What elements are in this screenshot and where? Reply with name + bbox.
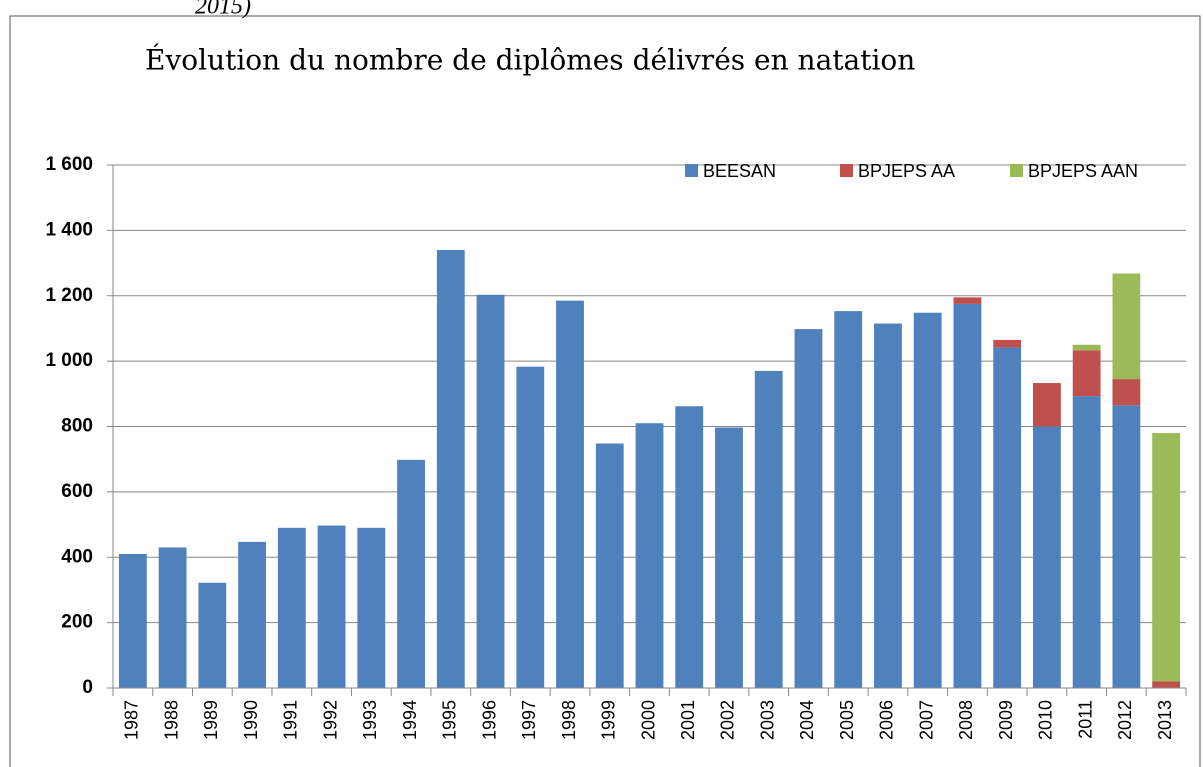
x-tick-label: 2002 <box>718 700 738 740</box>
y-tick-label: 200 <box>61 612 93 633</box>
bar-segment <box>754 370 783 688</box>
bar-segment <box>953 303 982 688</box>
frame <box>9 15 1201 767</box>
x-tick-label: 1992 <box>320 700 340 740</box>
legend-swatch <box>840 164 853 177</box>
x-tick-label: 2008 <box>956 700 976 740</box>
x-tick-label: 2005 <box>837 700 857 740</box>
bar-segment <box>357 527 386 688</box>
legend-swatch <box>685 164 698 177</box>
bar-segment <box>1032 383 1061 427</box>
y-tick-label: 600 <box>61 481 93 502</box>
x-tick-label: 1994 <box>400 700 420 740</box>
x-tick-label: 2012 <box>1115 700 1135 740</box>
y-tick-label: 1 400 <box>45 219 93 240</box>
bar-segment <box>476 294 505 688</box>
y-tick-label: 400 <box>61 546 93 567</box>
x-tick-label: 2000 <box>638 700 658 740</box>
bar-segment <box>675 406 704 688</box>
bar-segment <box>595 443 624 688</box>
bar-segment <box>556 300 584 688</box>
bar-segment <box>238 541 267 688</box>
x-tick-label: 1993 <box>360 700 380 740</box>
x-tick-label: 2013 <box>1155 700 1175 740</box>
bar-segment <box>794 329 823 688</box>
y-tick-label: 1 000 <box>45 350 93 371</box>
legend-label: BPJEPS AAN <box>1028 161 1138 181</box>
y-tick-label: 1 600 <box>45 154 93 175</box>
x-tick-label: 1988 <box>161 700 181 740</box>
bar-segment <box>277 527 306 688</box>
bar-segment <box>993 347 1022 688</box>
x-tick-label: 1987 <box>122 700 142 740</box>
bar-segment <box>1072 350 1101 397</box>
bar-segment <box>1112 273 1141 380</box>
bar-segment <box>158 547 187 688</box>
chart-title: Évolution du nombre de diplômes délivrés… <box>145 44 915 77</box>
legend-label: BPJEPS AA <box>858 161 955 181</box>
x-tick-label: 1995 <box>440 700 460 740</box>
bar-segment <box>993 339 1022 348</box>
bar-segment <box>118 553 147 688</box>
bar-segment <box>1072 344 1101 351</box>
bar-segment <box>317 525 346 688</box>
bar-segment <box>874 323 902 688</box>
x-tick-label: 2006 <box>877 700 897 740</box>
x-tick-label: 1991 <box>281 700 301 740</box>
bar-segment <box>1152 433 1181 682</box>
x-tick-label: 1990 <box>241 700 261 740</box>
y-tick-label: 800 <box>61 416 93 437</box>
bar-segment <box>516 366 545 688</box>
x-tick-label: 1999 <box>599 700 619 740</box>
bar-segment <box>635 423 664 688</box>
x-tick-label: 2001 <box>678 700 698 740</box>
x-tick-label: 1989 <box>201 700 221 740</box>
bar-segment <box>1032 426 1061 688</box>
bar-segment <box>1112 405 1141 688</box>
x-tick-label: 2011 <box>1075 700 1095 739</box>
bar-segment <box>397 459 425 688</box>
bar-segment <box>198 582 227 688</box>
bar-segment <box>436 249 465 689</box>
legend-swatch <box>1010 164 1023 177</box>
x-tick-label: 1997 <box>519 700 539 740</box>
bar-segment <box>715 427 743 688</box>
y-tick-label: 0 <box>82 677 93 698</box>
legend-label: BEESAN <box>703 161 776 181</box>
bar-segment <box>834 311 863 688</box>
bar-segment <box>913 312 942 688</box>
x-tick-label: 2009 <box>996 700 1016 740</box>
x-tick-label: 2004 <box>797 700 817 740</box>
bar-segment <box>953 297 982 304</box>
bar-segment <box>1152 681 1181 688</box>
bar-segment <box>1112 379 1141 406</box>
x-tick-label: 2007 <box>916 700 936 740</box>
bar-segment <box>1072 396 1101 688</box>
x-tick-label: 1998 <box>559 700 579 740</box>
y-tick-label: 1 200 <box>45 285 93 306</box>
x-tick-label: 2010 <box>1036 700 1056 740</box>
caption: 2015) <box>195 0 251 20</box>
x-tick-label: 2003 <box>757 700 777 740</box>
x-tick-label: 1996 <box>479 700 499 740</box>
